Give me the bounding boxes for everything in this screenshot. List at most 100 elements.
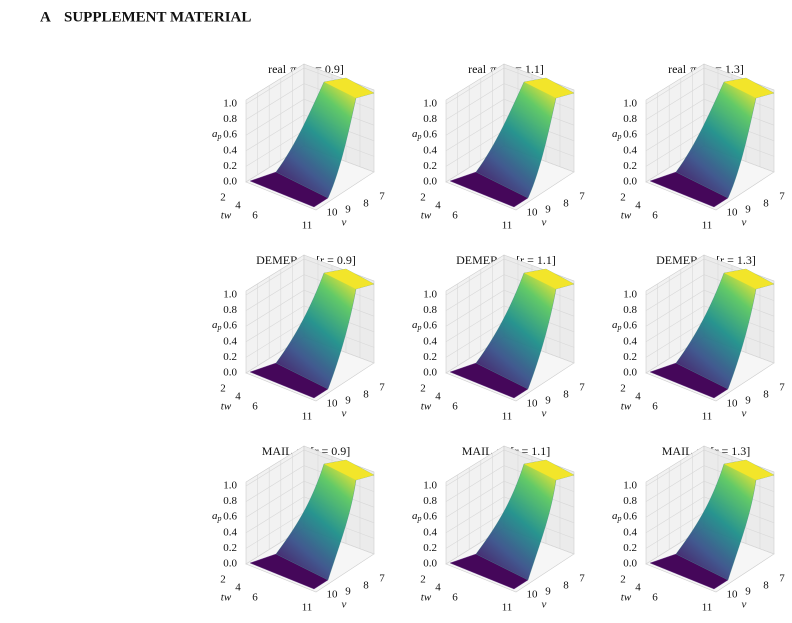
subscript: p (617, 514, 622, 523)
y-tick-label: 9 (745, 204, 751, 216)
y-tick-label: 9 (545, 395, 551, 407)
surface-plateau (324, 78, 374, 98)
y-axis-label: v (342, 217, 347, 229)
x-axis-label: tw (621, 401, 632, 413)
y-tick-label: 10 (527, 589, 539, 601)
x-axis-label: tw (421, 401, 432, 413)
y-tick-label: 8 (763, 198, 769, 210)
symbol: a (412, 128, 418, 140)
y-tick-label: 11 (502, 602, 513, 614)
symbol: a (412, 510, 418, 522)
y-tick-label: 10 (527, 398, 539, 410)
z-tick-label: 0.2 (223, 351, 237, 363)
y-tick-label: 7 (779, 191, 785, 203)
subscript: p (617, 323, 622, 332)
grid-line (445, 496, 575, 534)
z-tick-label: 0.0 (423, 558, 437, 570)
z-tick-label: 0.0 (623, 367, 637, 379)
grid-line (245, 305, 375, 343)
x-tick-label: 4 (435, 582, 441, 594)
z-tick-label: 1.0 (223, 289, 237, 301)
symbol: a (212, 128, 218, 140)
y-tick-label: 7 (379, 573, 385, 585)
y-tick-label: 11 (302, 602, 313, 614)
y-tick-label: 9 (545, 586, 551, 598)
x-tick-label: 6 (652, 401, 658, 413)
y-tick-label: 8 (563, 198, 569, 210)
method: real (468, 62, 487, 76)
z-tick-label: 0.2 (623, 542, 637, 554)
plot-panel: DEMERπp[r = 1.3]0.00.20.40.60.81.0ap246t… (612, 253, 785, 423)
method: real (668, 62, 687, 76)
z-tick-label: 0.6 (223, 129, 237, 141)
grid-line (645, 305, 775, 343)
x-axis-label: tw (221, 210, 232, 222)
x-tick-label: 4 (635, 582, 641, 594)
z-tick-label: 1.0 (423, 480, 437, 492)
z-tick-label: 1.0 (623, 480, 637, 492)
z-tick-label: 0.8 (623, 495, 637, 507)
z-tick-label: 0.2 (423, 542, 437, 554)
z-tick-label: 0.2 (223, 160, 237, 172)
section-title: SUPPLEMENT MATERIAL (64, 9, 251, 25)
x-tick-label: 4 (235, 391, 241, 403)
y-tick-label: 11 (702, 602, 713, 614)
z-tick-label: 1.0 (423, 98, 437, 110)
grid-line (445, 305, 575, 343)
x-tick-label: 6 (252, 592, 258, 604)
x-axis-label: tw (221, 592, 232, 604)
y-tick-label: 9 (345, 395, 351, 407)
z-tick-label: 0.4 (223, 335, 237, 347)
x-axis-label: tw (621, 210, 632, 222)
y-tick-label: 8 (563, 580, 569, 592)
x-axis-label: tw (221, 401, 232, 413)
z-tick-label: 0.6 (423, 511, 437, 523)
y-tick-label: 11 (702, 411, 713, 423)
y-tick-label: 10 (327, 398, 339, 410)
plot-panel: DEMERπp[r = 1.1]0.00.20.40.60.81.0ap246t… (412, 253, 585, 423)
x-tick-label: 4 (235, 200, 241, 212)
plot-panel: MAILπp[r = 0.9]0.00.20.40.60.81.0ap246tw… (212, 444, 385, 614)
z-tick-label: 0.6 (423, 320, 437, 332)
x-tick-label: 2 (220, 574, 226, 586)
x-tick-label: 6 (252, 210, 258, 222)
z-tick-label: 0.0 (623, 176, 637, 188)
y-tick-label: 10 (727, 207, 739, 219)
y-tick-label: 7 (579, 191, 585, 203)
x-tick-label: 6 (652, 592, 658, 604)
z-tick-label: 1.0 (223, 480, 237, 492)
y-tick-label: 7 (779, 382, 785, 394)
x-tick-label: 4 (435, 391, 441, 403)
z-tick-label: 0.4 (423, 526, 437, 538)
z-tick-label: 0.6 (223, 511, 237, 523)
symbol: a (212, 319, 218, 331)
z-tick-label: 1.0 (423, 289, 437, 301)
y-tick-label: 10 (327, 589, 339, 601)
y-tick-label: 8 (363, 198, 369, 210)
symbol: π (290, 62, 297, 76)
z-tick-label: 0.0 (223, 176, 237, 188)
x-tick-label: 6 (252, 401, 258, 413)
y-tick-label: 10 (327, 207, 339, 219)
grid-line (445, 114, 575, 152)
y-tick-label: 9 (345, 586, 351, 598)
y-tick-label: 7 (579, 382, 585, 394)
z-tick-label: 0.6 (623, 511, 637, 523)
symbol: π (490, 62, 497, 76)
x-tick-label: 2 (420, 574, 426, 586)
z-axis-label: ap (412, 319, 422, 332)
y-tick-label: 8 (563, 389, 569, 401)
subscript: p (417, 323, 422, 332)
symbol: a (612, 128, 618, 140)
subscript: p (617, 132, 622, 141)
y-tick-label: 9 (545, 204, 551, 216)
grid-line (645, 114, 775, 152)
subscript: p (217, 132, 222, 141)
z-tick-label: 0.2 (623, 351, 637, 363)
y-tick-label: 7 (779, 573, 785, 585)
grid-line (245, 496, 375, 534)
z-axis-label: ap (212, 128, 222, 141)
y-axis-label: v (542, 217, 547, 229)
y-tick-label: 11 (702, 220, 713, 232)
z-axis-label: ap (612, 510, 622, 523)
